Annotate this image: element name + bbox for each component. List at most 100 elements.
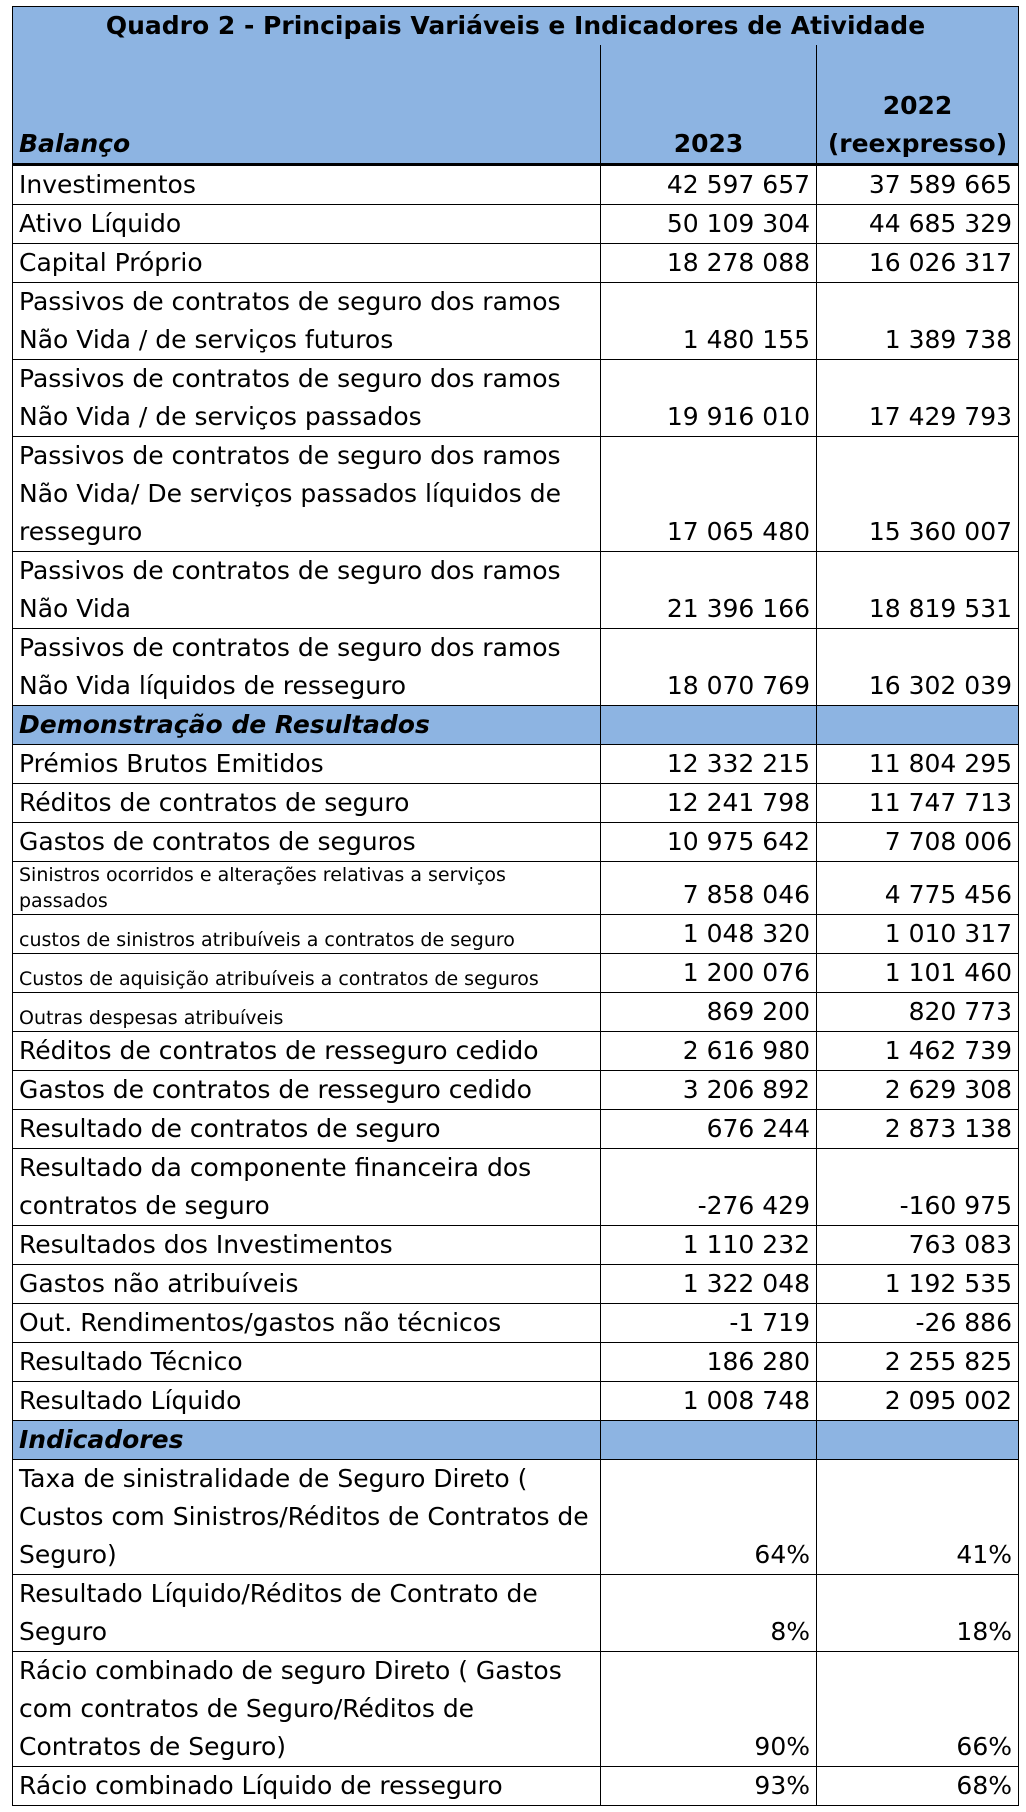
table-row: Prémios Brutos Emitidos 12 332 215 11 804 … <box>12 744 1019 784</box>
column-header-row: Balanço 2023 2022 (reexpresso) <box>12 45 1019 166</box>
row-label: Taxa de sinistralidade de Seguro Direto … <box>12 1459 601 1575</box>
row-label: Resultado da componente financeira dos c… <box>12 1148 601 1226</box>
table-row: Sinistros ocorridos e alterações relativ… <box>12 861 1019 915</box>
value-2022: 15 360 007 <box>816 436 1019 552</box>
value-2022: 2 255 825 <box>816 1342 1019 1382</box>
row-label: custos de sinistros atribuíveis a contra… <box>12 914 601 954</box>
section-row-indicadores: Indicadores <box>12 1420 1019 1460</box>
table-row: Ativo Líquido 50 109 304 44 685 329 <box>12 204 1019 244</box>
section-row-demonstracao: Demonstração de Resultados <box>12 705 1019 745</box>
value-2023: 10 975 642 <box>600 822 817 862</box>
value-2022: 2 629 308 <box>816 1070 1019 1110</box>
table-row: Passivos de contratos de seguro dos ramo… <box>12 282 1019 360</box>
value-2023: 12 332 215 <box>600 744 817 784</box>
table-title: Quadro 2 - Principais Variáveis e Indica… <box>12 6 1019 45</box>
table-row: Passivos de contratos de seguro dos ramo… <box>12 359 1019 437</box>
table-row: Resultados dos Investimentos 1 110 232 763… <box>12 1225 1019 1265</box>
table-row: Outras despesas atribuíveis 869 200 820 77… <box>12 992 1019 1032</box>
row-label: Out. Rendimentos/gastos não técnicos <box>12 1303 601 1343</box>
table-row: Resultado de contratos de seguro 676 244 2… <box>12 1109 1019 1149</box>
table-row: Rácio combinado Líquido de resseguro 93% 6… <box>12 1766 1019 1806</box>
value-2023: 21 396 166 <box>600 551 817 629</box>
row-label: Resultados dos Investimentos <box>12 1225 601 1265</box>
value-2023: 1 200 076 <box>600 953 817 993</box>
row-label: Passivos de contratos de seguro dos ramo… <box>12 436 601 552</box>
row-label: Ativo Líquido <box>12 204 601 244</box>
value-2022: 7 708 006 <box>816 822 1019 862</box>
table-row: Out. Rendimentos/gastos não técnicos -1 7… <box>12 1303 1019 1343</box>
value-2022: 18% <box>816 1574 1019 1652</box>
row-label: Passivos de contratos de seguro dos ramo… <box>12 628 601 706</box>
value-2022: 1 192 535 <box>816 1264 1019 1304</box>
value-2022: 2 873 138 <box>816 1109 1019 1149</box>
value-2023: -1 719 <box>600 1303 817 1343</box>
table-row: Passivos de contratos de seguro dos ramo… <box>12 436 1019 552</box>
value-2023: 90% <box>600 1651 817 1767</box>
row-label: Passivos de contratos de seguro dos ramo… <box>12 359 601 437</box>
table-row: Capital Próprio 18 278 088 16 026 317 <box>12 243 1019 283</box>
table-row: Passivos de contratos de seguro dos ramo… <box>12 551 1019 629</box>
section-label-balanco: Balanço <box>12 45 601 166</box>
value-2023: 1 480 155 <box>600 282 817 360</box>
value-2023: 676 244 <box>600 1109 817 1149</box>
column-header-2022: 2022 (reexpresso) <box>816 45 1019 166</box>
value-2023: 12 241 798 <box>600 783 817 823</box>
value-2022: 16 302 039 <box>816 628 1019 706</box>
table-row: custos de sinistros atribuíveis a contra… <box>12 914 1019 954</box>
table-row: Taxa de sinistralidade de Seguro Direto … <box>12 1459 1019 1575</box>
value-2022: 18 819 531 <box>816 551 1019 629</box>
value-2022: 68% <box>816 1766 1019 1806</box>
table-row: Resultado Líquido/Réditos de Contrato de… <box>12 1574 1019 1652</box>
row-label: Rácio combinado Líquido de resseguro <box>12 1766 601 1806</box>
value-2022: 2 095 002 <box>816 1381 1019 1421</box>
row-label: Resultado Técnico <box>12 1342 601 1382</box>
value-2023: 1 110 232 <box>600 1225 817 1265</box>
row-label: Gastos de contratos de resseguro cedido <box>12 1070 601 1110</box>
row-label: Resultado Líquido/Réditos de Contrato de… <box>12 1574 601 1652</box>
value-2022: 16 026 317 <box>816 243 1019 283</box>
value-2023: 50 109 304 <box>600 204 817 244</box>
row-label: Capital Próprio <box>12 243 601 283</box>
table-row: Gastos de contratos de seguros 10 975 642… <box>12 822 1019 862</box>
value-2023: 42 597 657 <box>600 164 817 205</box>
row-label: Gastos de contratos de seguros <box>12 822 601 862</box>
value-2022: 1 101 460 <box>816 953 1019 993</box>
value-2022: -160 975 <box>816 1148 1019 1226</box>
value-2023: 2 616 980 <box>600 1031 817 1071</box>
table-row: Investimentos 42 597 657 37 589 665 <box>12 164 1019 205</box>
data-table: Quadro 2 - Principais Variáveis e Indica… <box>12 6 1019 1806</box>
value-2023: 64% <box>600 1459 817 1575</box>
table-row: Réditos de contratos de resseguro cedido… <box>12 1031 1019 1071</box>
value-2022: 44 685 329 <box>816 204 1019 244</box>
value-2023: -276 429 <box>600 1148 817 1226</box>
table-title-row: Quadro 2 - Principais Variáveis e Indica… <box>12 6 1019 45</box>
table-row: Rácio combinado de seguro Direto ( Gasto… <box>12 1651 1019 1767</box>
value-2023: 17 065 480 <box>600 436 817 552</box>
section-label-demonstracao: Demonstração de Resultados <box>12 705 601 745</box>
table-row: Resultado Líquido 1 008 748 2 095 002 <box>12 1381 1019 1421</box>
row-label: Rácio combinado de seguro Direto ( Gasto… <box>12 1651 601 1767</box>
value-2023: 93% <box>600 1766 817 1806</box>
row-label: Réditos de contratos de resseguro cedido <box>12 1031 601 1071</box>
table-row: Réditos de contratos de seguro 12 241 798… <box>12 783 1019 823</box>
row-label: Sinistros ocorridos e alterações relativ… <box>12 861 601 915</box>
value-2022: 1 010 317 <box>816 914 1019 954</box>
value-2022: 1 462 739 <box>816 1031 1019 1071</box>
row-label: Passivos de contratos de seguro dos ramo… <box>12 282 601 360</box>
value-2023: 1 008 748 <box>600 1381 817 1421</box>
value-2022: -26 886 <box>816 1303 1019 1343</box>
value-2023: 18 070 769 <box>600 628 817 706</box>
value-2022: 820 773 <box>816 992 1019 1032</box>
column-header-2023: 2023 <box>600 45 817 166</box>
value-2023: 19 916 010 <box>600 359 817 437</box>
table-row: Custos de aquisição atribuíveis a contra… <box>12 953 1019 993</box>
value-2023: 18 278 088 <box>600 243 817 283</box>
row-label: Outras despesas atribuíveis <box>12 992 601 1032</box>
row-label: Prémios Brutos Emitidos <box>12 744 601 784</box>
value-2023: 869 200 <box>600 992 817 1032</box>
value-2023: 186 280 <box>600 1342 817 1382</box>
value-2023: 3 206 892 <box>600 1070 817 1110</box>
section-label-indicadores: Indicadores <box>12 1420 601 1460</box>
table-row: Resultado Técnico 186 280 2 255 825 <box>12 1342 1019 1382</box>
value-2022: 41% <box>816 1459 1019 1575</box>
